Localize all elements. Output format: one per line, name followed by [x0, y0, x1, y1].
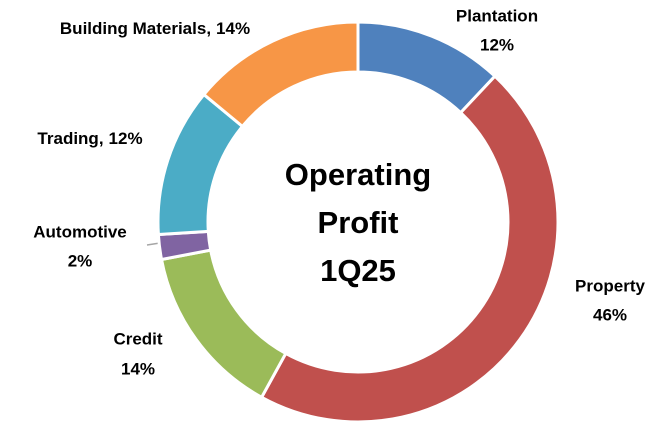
slice: [259, 74, 560, 423]
value-label: 14%: [216, 19, 250, 38]
category-name: Automotive: [33, 222, 127, 241]
data-label: Building Materials, 14%: [60, 19, 250, 38]
data-label: Trading, 12%: [37, 129, 142, 148]
value-label: 2%: [68, 251, 93, 270]
center-label: Profit: [318, 205, 399, 240]
category-name: Trading,: [37, 129, 103, 148]
value-label: 12%: [480, 35, 514, 54]
category-name: Property: [575, 276, 645, 295]
slice: [159, 248, 288, 400]
category-name: Building Materials,: [60, 19, 211, 38]
slice: [201, 20, 360, 129]
value-label: 14%: [121, 359, 155, 378]
category-name: Plantation: [456, 6, 538, 25]
center-label: Operating: [285, 157, 431, 192]
category-name: Credit: [113, 329, 162, 348]
center-label: 1Q25: [320, 253, 396, 288]
value-label: 46%: [593, 305, 627, 324]
value-label: 12%: [109, 129, 143, 148]
